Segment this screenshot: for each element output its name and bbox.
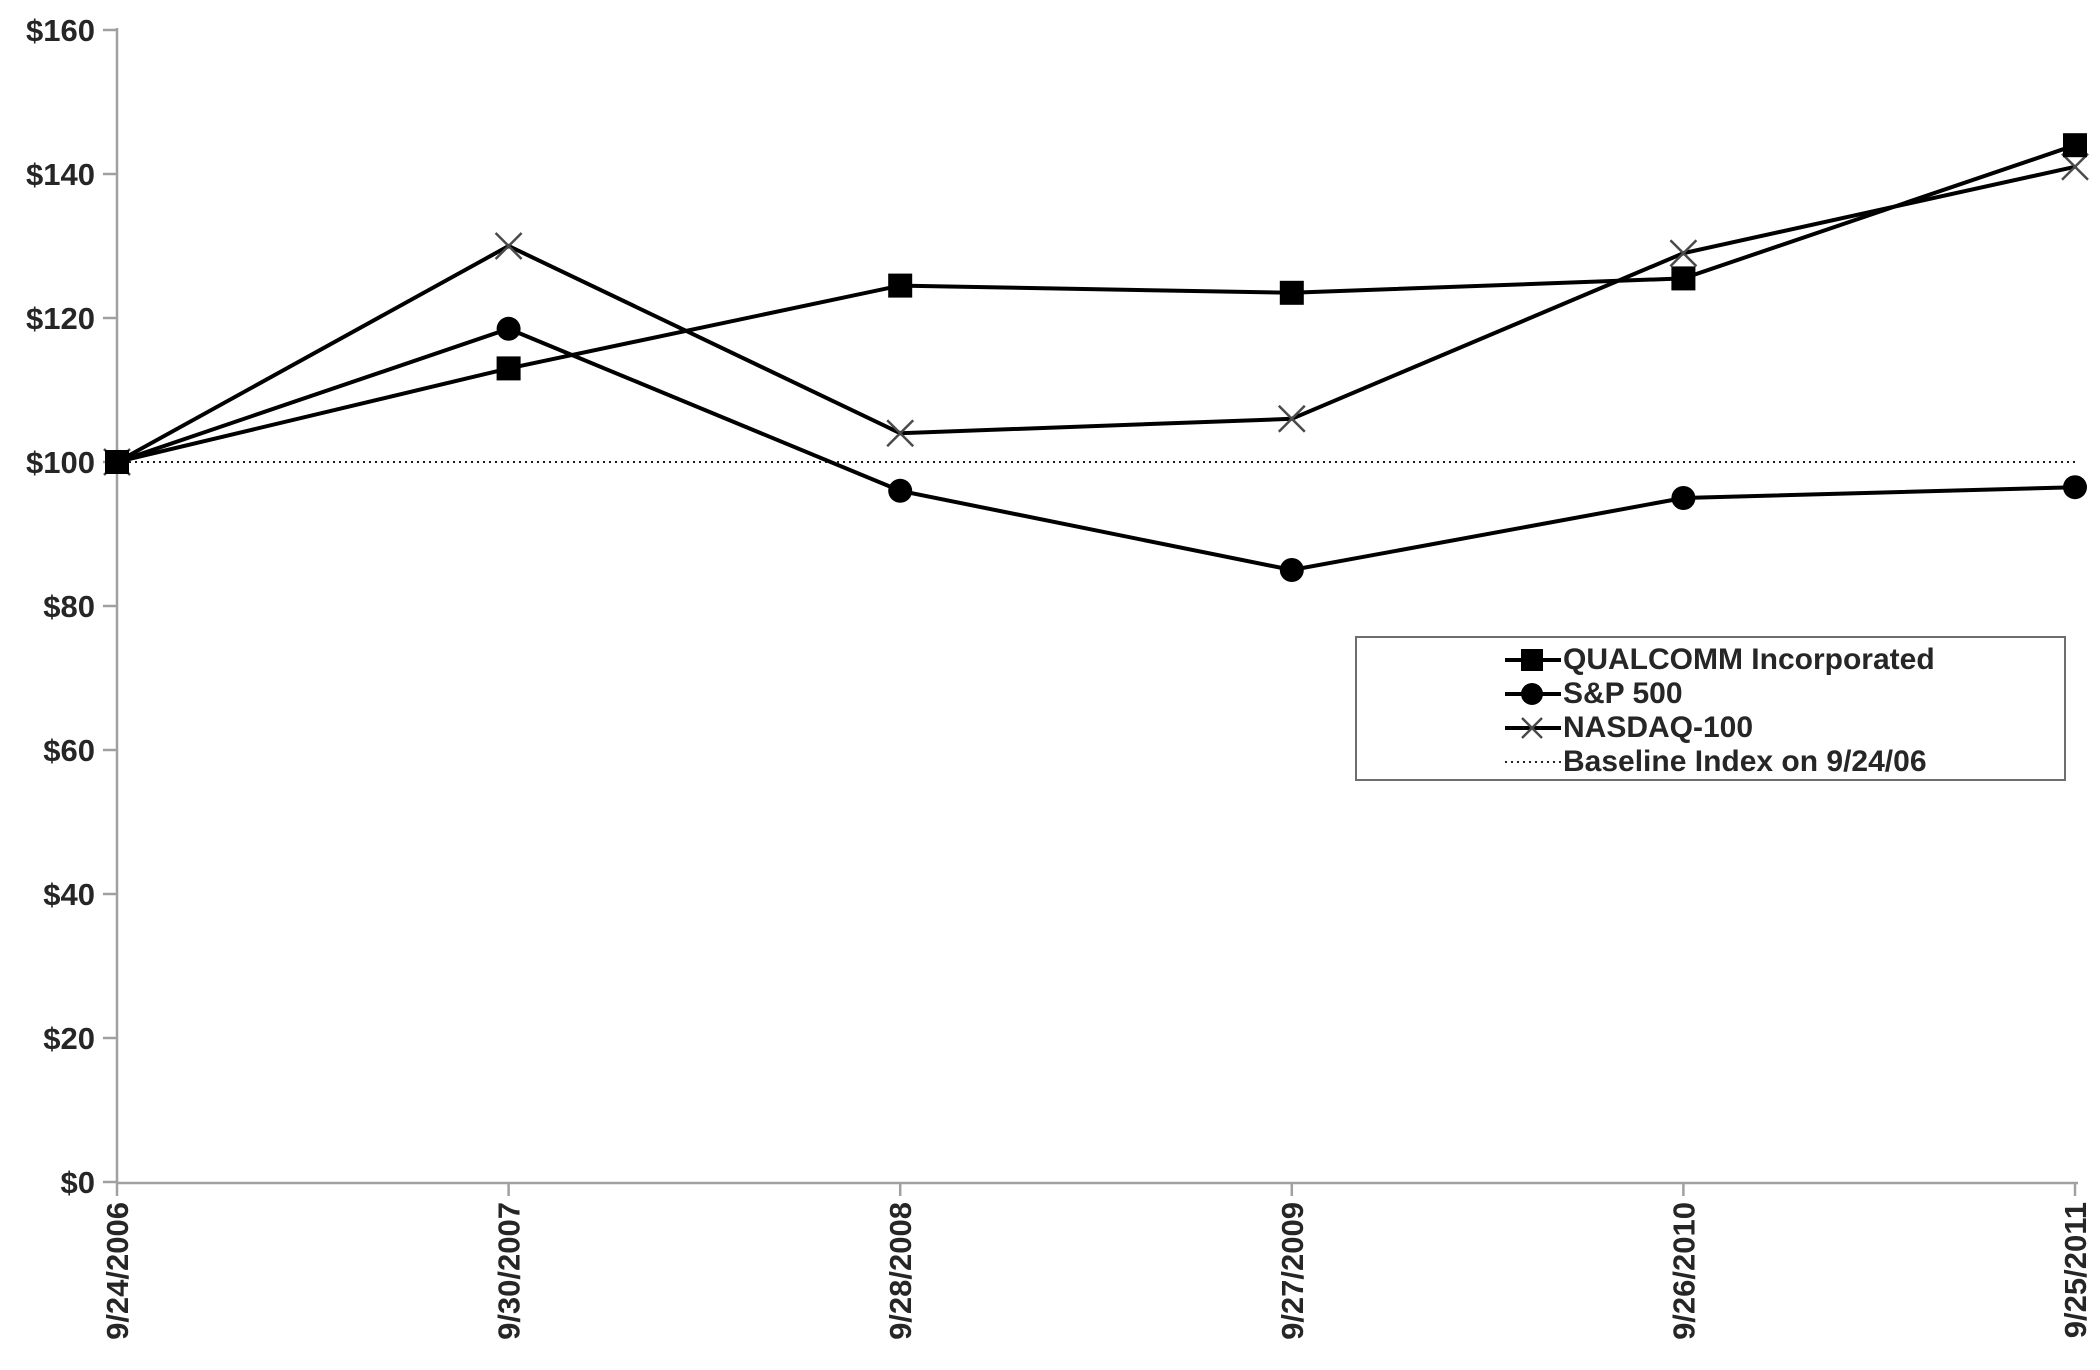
x-axis-tick-label: 9/30/2007 [492,1202,527,1340]
y-axis-tick-label: $60 [43,733,95,768]
data-point-x-nasdaq-100 [1669,239,1698,268]
series-line-s-p-500 [116,326,2076,573]
series-line-nasdaq-100 [116,164,2076,464]
chart-legend: QUALCOMM Incorporated S&P 500 NASDAQ-100… [1355,636,2066,781]
data-point-circle-s-p-500 [2063,475,2087,500]
data-point-x-nasdaq-100 [1277,404,1306,433]
y-axis-tick-label: $0 [61,1165,95,1200]
data-point-square-qualcomm-incorporated [888,273,913,298]
data-point-x-nasdaq-100 [494,232,523,260]
legend-label-qualcomm: QUALCOMM Incorporated [1563,643,1935,676]
legend-item-nasdaq: NASDAQ-100 [1505,711,2064,745]
x-marker-icon [1505,717,1561,739]
y-axis-tick-label: $40 [43,877,95,912]
data-point-circle-s-p-500 [1671,486,1696,510]
x-axis-tick-label: 9/25/2011 [2058,1202,2093,1338]
y-axis-tick-label: $120 [26,301,95,336]
data-point-circle-s-p-500 [1279,558,1304,582]
x-axis-tick-label: 9/27/2009 [1275,1202,1310,1340]
data-point-square-qualcomm-incorporated [496,356,521,381]
y-axis-tick-label: $160 [26,13,95,48]
x-axis-tick-label: 9/26/2010 [1666,1202,1701,1340]
legend-item-sp500: S&P 500 [1505,677,2064,711]
square-marker-icon [1505,649,1561,671]
y-axis-tick-label: $100 [26,445,95,480]
circle-marker-icon [1505,683,1561,705]
series-line-qualcomm-incorporated [116,143,2076,464]
y-axis-tick-label: $80 [43,589,95,624]
data-point-square-qualcomm-incorporated [105,450,129,474]
data-point-square-qualcomm-incorporated [1671,266,1696,291]
data-point-x-nasdaq-100 [886,419,915,448]
legend-label-baseline: Baseline Index on 9/24/06 [1563,745,1927,778]
dotted-line-icon [1505,761,1561,763]
x-axis-tick-label: 9/24/2006 [100,1202,135,1340]
legend-label-sp500: S&P 500 [1563,677,1683,710]
x-axis-tick-label: 9/28/2008 [883,1202,918,1340]
data-point-circle-s-p-500 [496,316,521,341]
data-point-square-qualcomm-incorporated [1279,280,1304,305]
y-axis-tick-label: $20 [43,1021,95,1056]
data-point-x-nasdaq-100 [2061,152,2089,181]
y-axis-tick-label: $140 [26,157,95,192]
legend-item-baseline: Baseline Index on 9/24/06 [1505,745,2064,779]
data-point-circle-s-p-500 [888,478,913,503]
legend-item-qualcomm: QUALCOMM Incorporated [1505,643,2064,677]
legend-label-nasdaq: NASDAQ-100 [1563,711,1754,744]
data-point-square-qualcomm-incorporated [2063,133,2087,158]
